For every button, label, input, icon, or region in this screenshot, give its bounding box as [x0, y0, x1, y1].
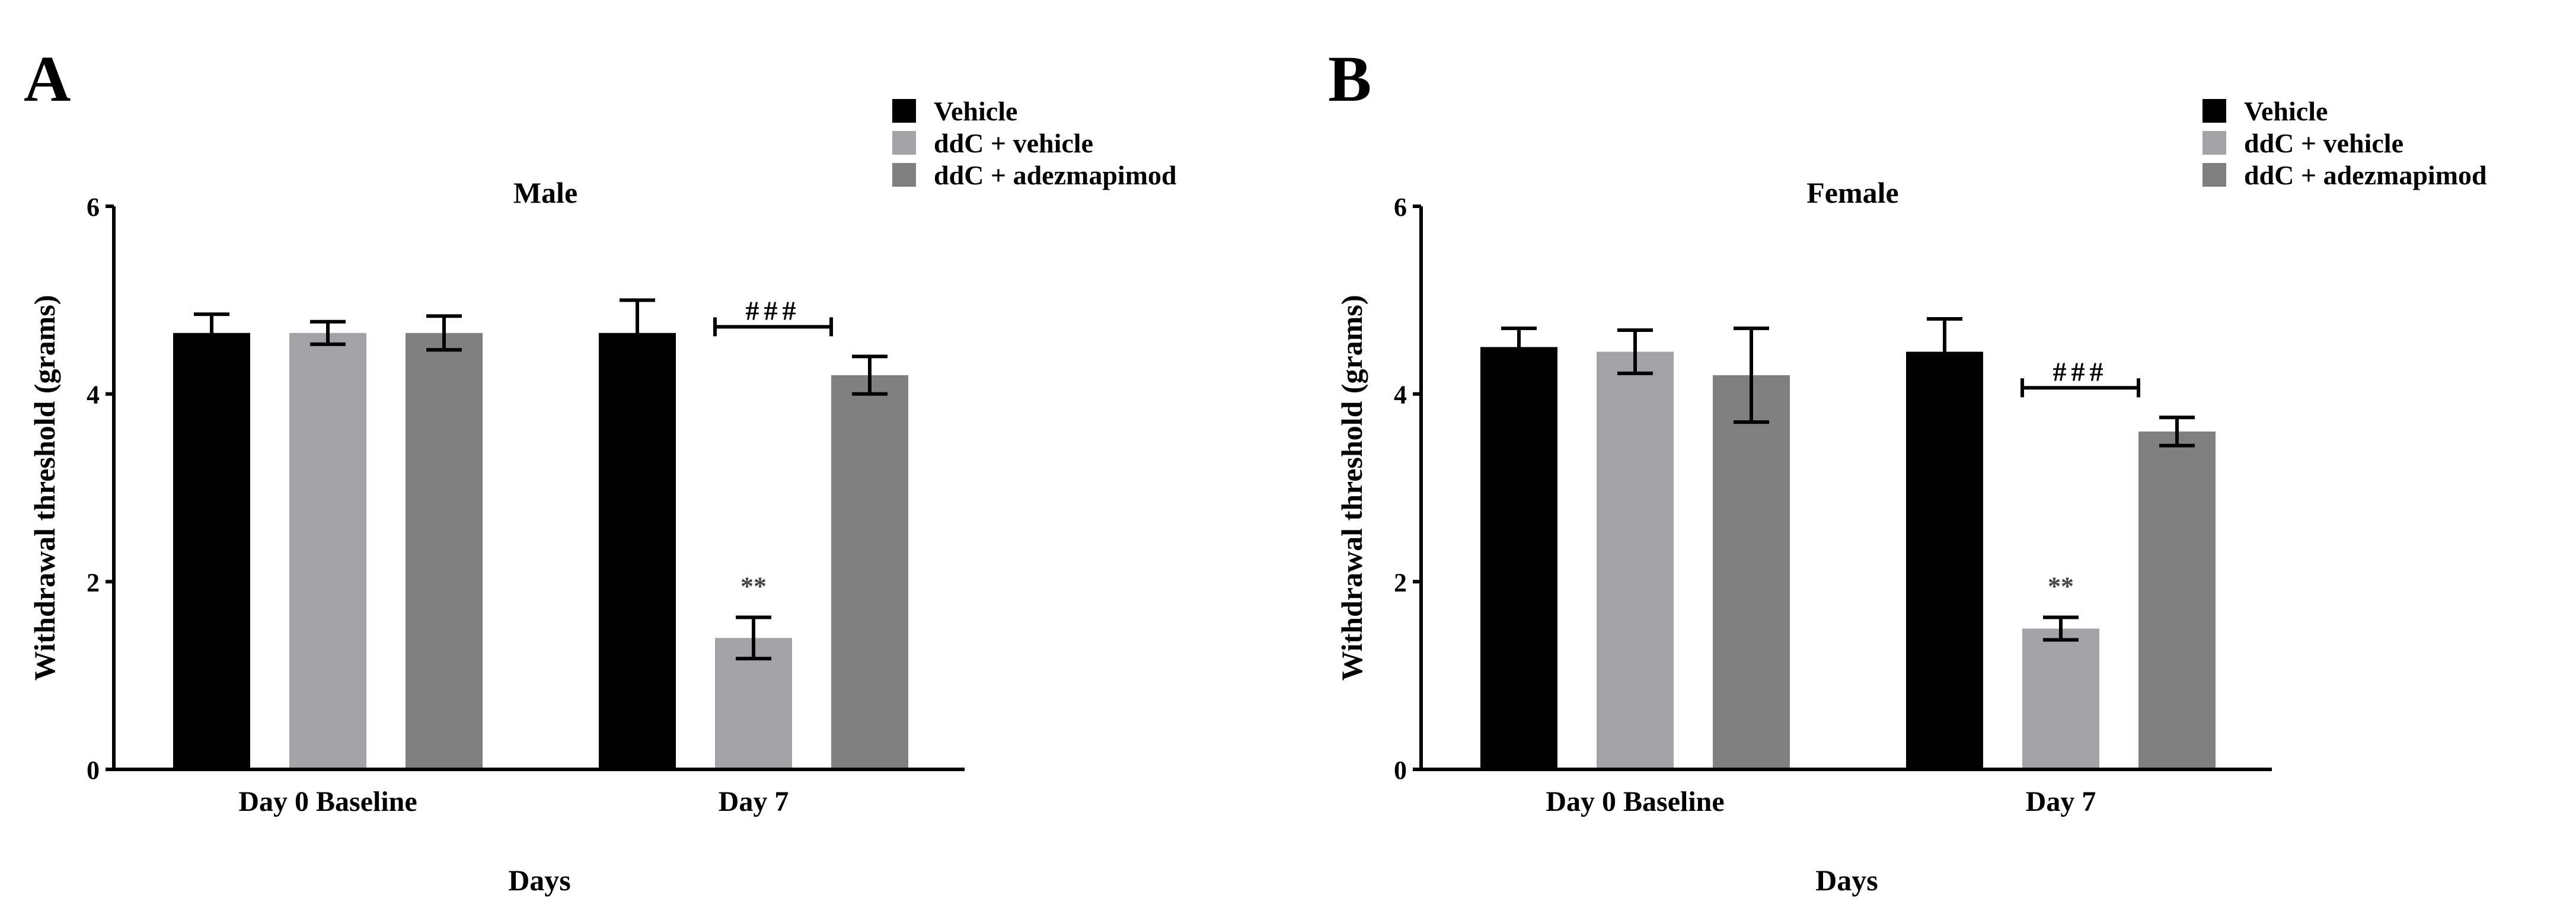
legend-swatch-ddc-adezmapimod	[2202, 163, 2226, 187]
bar-ddc-vehicle-day7	[2022, 628, 2099, 769]
bar-ddc-vehicle-day0	[289, 333, 366, 769]
chart-panel-b: B Vehicle ddC + vehicle ddC + adezmapimo…	[1307, 0, 2576, 914]
y-tick-label: 4	[87, 381, 100, 410]
bar-vehicle-day7	[599, 333, 676, 769]
chart-title: Male	[513, 176, 577, 209]
bar-ddc-adezmapimod-day7	[831, 375, 908, 769]
legend-label: ddC + adezmapimod	[934, 159, 1177, 190]
y-tick-label: 2	[1394, 568, 1407, 597]
x-axis-label: Days	[508, 864, 571, 897]
bar-chart-female: Female 0 2 4 6 Day 0 Baseline Day 7 Days Withdra…	[1335, 176, 2272, 897]
bar-ddc-vehicle-day0	[1597, 351, 1674, 769]
y-axis-label: Withdrawal threshold (grams)	[1335, 295, 1368, 681]
y-tick-label: 0	[1394, 756, 1407, 785]
x-tick-label: Day 7	[719, 786, 789, 817]
legend-swatch-ddc-adezmapimod	[892, 163, 916, 187]
legend-item-ddc-vehicle: ddC + vehicle	[2202, 127, 2487, 159]
bar-ddc-adezmapimod-day0	[1713, 375, 1790, 769]
legend-item-ddc-adezmapimod: ddC + adezmapimod	[892, 159, 1177, 191]
panel-label: B	[1328, 43, 1372, 115]
bar-chart-male: Male 0 2 4 6 Day 0 Baseline Day 7 Days Withdrawa…	[28, 176, 965, 897]
legend-item-vehicle: Vehicle	[892, 95, 1177, 127]
legend-swatch-ddc-vehicle	[892, 131, 916, 155]
legend-item-ddc-vehicle: ddC + vehicle	[892, 127, 1177, 159]
legend-label: ddC + vehicle	[2244, 127, 2403, 158]
chart-title: Female	[1806, 176, 1898, 209]
legend-swatch-ddc-vehicle	[2202, 131, 2226, 155]
x-tick-label: Day 7	[2026, 786, 2096, 817]
x-tick-label: Day 0 Baseline	[238, 786, 417, 817]
y-tick-label: 4	[1394, 381, 1407, 410]
significance-marker: **	[2048, 572, 2074, 601]
bracket-label: ###	[746, 295, 801, 325]
y-axis-label: Withdrawal threshold (grams)	[28, 295, 61, 681]
legend-label: ddC + vehicle	[934, 127, 1093, 158]
bar-vehicle-day0	[173, 333, 250, 769]
legend: Vehicle ddC + vehicle ddC + adezmapimod	[2202, 95, 2487, 191]
legend-label: ddC + adezmapimod	[2244, 159, 2487, 190]
legend-item-ddc-adezmapimod: ddC + adezmapimod	[2202, 159, 2487, 191]
significance-marker: **	[740, 572, 767, 601]
legend-label: Vehicle	[934, 95, 1018, 126]
bar-ddc-adezmapimod-day7	[2138, 432, 2216, 769]
y-tick-label: 6	[87, 193, 100, 222]
y-tick-label: 6	[1394, 193, 1407, 222]
legend-swatch-vehicle	[2202, 99, 2226, 123]
legend: Vehicle ddC + vehicle ddC + adezmapimod	[892, 95, 1177, 191]
bar-vehicle-day7	[1906, 351, 1983, 769]
legend-swatch-vehicle	[892, 99, 916, 123]
panel-label: A	[24, 43, 71, 115]
bar-ddc-adezmapimod-day0	[406, 333, 483, 769]
y-tick-label: 0	[87, 756, 100, 785]
legend-label: Vehicle	[2244, 95, 2328, 126]
chart-panel-a: A Vehicle ddC + vehicle ddC + adezmapimo…	[24, 43, 1177, 897]
y-tick-label: 2	[87, 568, 100, 597]
x-tick-label: Day 0 Baseline	[1546, 786, 1724, 817]
legend-item-vehicle: Vehicle	[2202, 95, 2487, 127]
x-axis-label: Days	[1815, 864, 1878, 897]
bracket-label: ###	[2053, 356, 2108, 386]
bar-vehicle-day0	[1480, 347, 1557, 769]
